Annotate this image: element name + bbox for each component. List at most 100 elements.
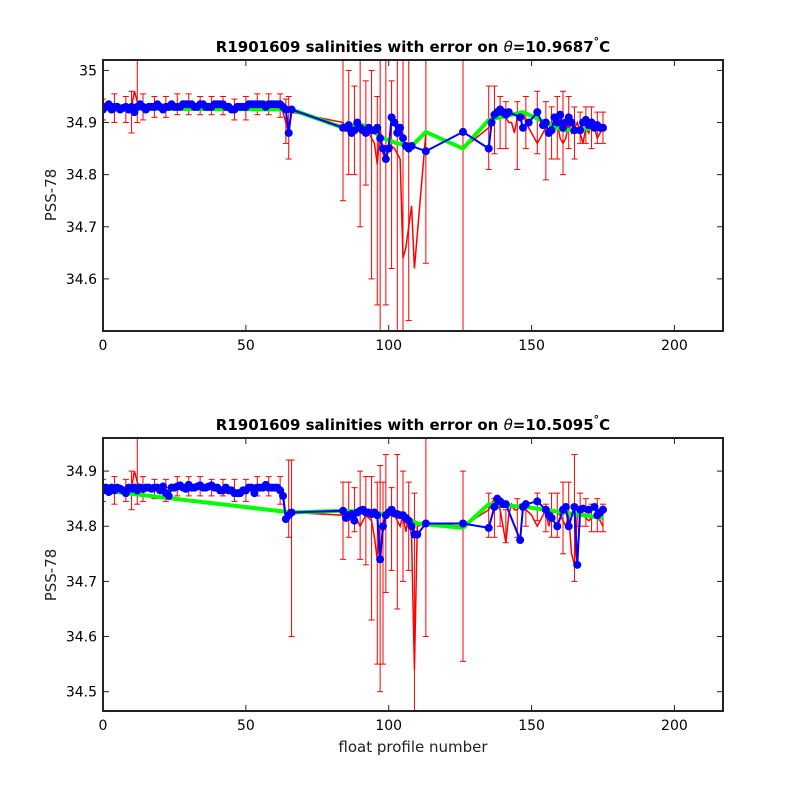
bottom-title-degree: ° [594,413,600,426]
plot-data-layer [103,60,607,331]
bottom-chart-title: R1901609 salinities with error on θ=10.5… [216,413,610,434]
data-point [484,523,493,532]
error-bar [400,470,406,582]
error-bar [368,476,375,621]
error-bar [377,60,384,331]
data-point [399,134,407,143]
data-point [570,126,579,135]
x-tick-label: 200 [661,718,688,734]
data-point [504,108,513,117]
error-bar [103,98,106,121]
y-tick-label: 34.9 [66,464,97,480]
top-title-unit: C [599,38,610,56]
top-chart-title: R1901609 salinities with error on θ=10.9… [216,35,610,56]
top-y-axis-label: PSS-78 [42,169,60,222]
x-tick-label: 200 [661,338,688,354]
top-plot-area: 0 50 100 150 200 34.6 34.7 34.8 34.9 35 [66,59,724,354]
y-tick-label: 35 [79,63,97,79]
data-point [339,506,347,515]
error-bar [405,60,412,322]
axes-box [102,59,724,332]
data-point [373,123,382,132]
data-point [487,118,496,127]
error-bar [394,60,401,331]
data-point [421,147,430,156]
data-point [553,118,562,127]
y-tick-label: 34.9 [66,116,97,132]
bottom-title-value: =10.5095 [513,416,594,434]
y-tick-label: 34.6 [66,630,97,646]
data-point [164,491,173,500]
plot-data-layer [103,438,607,711]
x-tick-label: 100 [375,338,402,354]
data-point [576,126,585,135]
error-bar [103,478,106,502]
error-bar [377,465,384,693]
x-tick-label: 50 [237,338,255,354]
error-bar [411,492,418,711]
data-point [516,113,525,122]
error-bar [400,60,406,331]
data-point [384,144,393,153]
data-point [533,497,542,506]
error-bar [542,101,549,181]
error-bar [388,487,395,571]
top-title-value: =10.9687 [513,38,594,56]
data-point [556,110,565,119]
bottom-chart-panel: R1901609 salinities with error on θ=10.5… [42,413,724,756]
x-tick-label: 150 [518,338,545,354]
top-title-theta: θ [504,38,513,56]
data-point [573,560,582,569]
data-point [287,105,296,114]
data-point [599,505,607,514]
data-point [459,519,467,528]
x-tick-label: 50 [237,718,255,734]
data-point [541,118,550,127]
x-tick-label: 100 [375,718,402,734]
data-point [567,118,576,127]
data-point [459,127,467,136]
data-point [376,555,385,564]
error-bar [560,90,566,176]
bottom-y-axis-label: PSS-78 [42,549,60,602]
y-tick-label: 34.5 [66,685,97,701]
data-point [501,500,510,509]
error-bar [422,438,429,638]
data-point [350,516,359,525]
data-point [413,530,422,539]
error-bar [422,60,429,264]
data-point [379,522,387,531]
top-title-prefix: R1901609 salinities with error on [216,38,504,56]
x-tick-label: 150 [518,718,545,734]
error-bar [497,95,504,150]
data-point [590,502,599,511]
error-bar [394,454,401,610]
bottom-x-axis-label: float profile number [338,738,488,756]
data-point [279,491,287,500]
top-title-degree: ° [594,35,600,48]
data-point [376,134,385,143]
x-tick-label: 0 [99,718,108,734]
data-point [407,141,416,150]
data-point [524,118,533,127]
y-tick-label: 34.8 [66,519,97,535]
x-tick-label: 0 [99,338,108,354]
bottom-title-unit: C [599,416,610,434]
data-point [516,536,525,545]
data-point [344,121,353,130]
error-bar [460,60,466,331]
data-point [373,511,382,520]
data-point [519,123,527,132]
top-chart-panel: R1901609 salinities with error on θ=10.9… [42,35,724,354]
data-point [421,519,430,528]
axes-box [102,437,724,712]
error-bar [368,69,375,280]
data-point [484,144,493,153]
data-point [521,500,530,509]
bottom-title-theta: θ [504,416,513,434]
y-tick-label: 34.7 [66,220,97,236]
data-point [379,144,387,153]
data-point [490,502,499,511]
bottom-title-prefix: R1901609 salinities with error on [216,416,504,434]
